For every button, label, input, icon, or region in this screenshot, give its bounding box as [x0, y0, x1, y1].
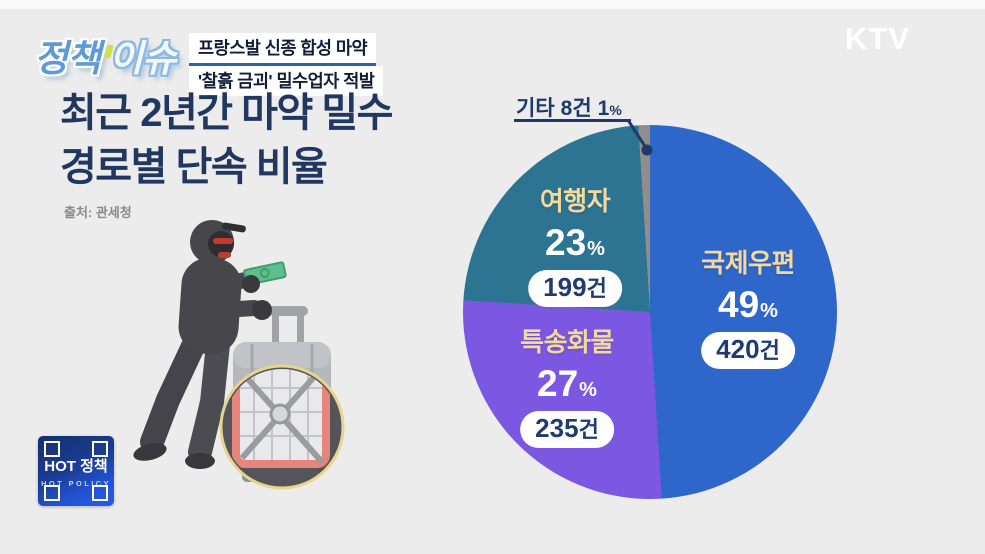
hot-policy-badge: HOT 정책 HOT POLICY	[38, 436, 114, 506]
slice-count-pill: 420건	[701, 332, 795, 369]
slice-percent: 27%	[537, 363, 597, 404]
callout-label: 기타	[516, 97, 555, 120]
callout-leader-line	[626, 119, 653, 156]
pie-label-international-mail: 국제우편 49% 420건	[701, 243, 795, 369]
slice-percent: 23%	[545, 222, 605, 263]
smuggler-figure	[133, 220, 287, 469]
page-title-line2: 경로별 단속 비율	[60, 145, 328, 189]
source-caption: 출처: 관세청	[64, 205, 132, 220]
station-logo: KTV	[845, 21, 910, 56]
slice-category-label: 국제우편	[701, 248, 795, 278]
news-headline: 프랑스발 신종 합성 마약 '찰흙 금괴' 밀수업자 적발	[189, 33, 384, 96]
badge-corner-icon	[44, 485, 60, 501]
badge-corner-icon	[92, 441, 108, 457]
xray-magnifier-icon	[219, 364, 345, 490]
headline-line1: 프랑스발 신종 합성 마약	[189, 33, 377, 66]
slice-category-label: 여행자	[539, 186, 611, 216]
pie-callout-other: 기타 8건 1%	[516, 92, 622, 122]
slice-category-label: 특송화물	[520, 327, 614, 357]
slice-percent: 49%	[718, 284, 778, 325]
callout-count: 8건	[560, 97, 592, 120]
page-title: 최근 2년간 마약 밀수 경로별 단속 비율	[60, 86, 394, 194]
page-title-line1: 최근 2년간 마약 밀수	[60, 91, 394, 135]
pie-label-express-cargo: 특송화물 27% 235건	[520, 322, 614, 448]
top-edge-strip	[0, 0, 985, 9]
program-logo-part2: 이슈	[109, 38, 176, 79]
smuggler-suitcase-illustration	[133, 220, 345, 490]
callout-underline	[514, 119, 631, 122]
pie-label-traveler: 여행자 23% 199건	[528, 181, 622, 307]
badge-corner-icon	[92, 485, 108, 501]
program-logo: 정책 이슈	[34, 28, 176, 82]
program-logo-part1: 정책	[34, 38, 101, 79]
callout-percent: 1%	[597, 97, 622, 120]
slice-count-pill: 199건	[528, 270, 622, 307]
badge-corner-icon	[44, 441, 60, 457]
badge-line1: HOT 정책	[44, 457, 108, 475]
badge-line2: HOT POLICY	[41, 478, 111, 488]
slice-count-pill: 235건	[520, 411, 614, 448]
headline-line2: '찰흙 금괴' 밀수업자 적발	[189, 66, 384, 96]
